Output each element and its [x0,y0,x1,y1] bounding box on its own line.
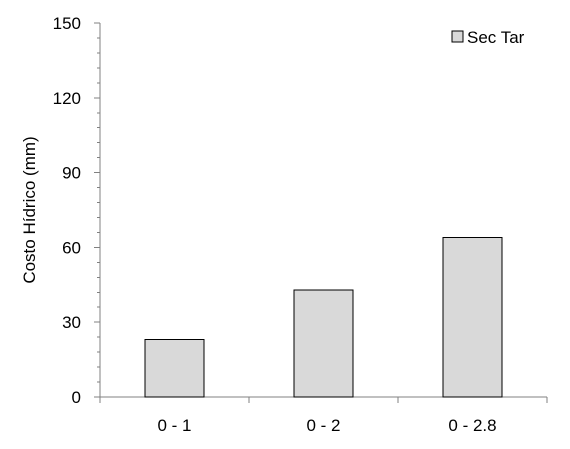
x-tick-label: 0 - 2 [306,416,340,435]
y-tick-labels: 0 30 60 90 120 150 [53,14,81,407]
x-tick-label: 0 - 2.8 [448,416,496,435]
legend-swatch [451,30,464,43]
y-axis-title: Costo Hídrico (mm) [20,136,39,283]
x-tick-label: 0 - 1 [157,416,191,435]
bar [293,289,354,398]
y-tick-label: 0 [72,388,81,407]
x-tick-labels: 0 - 1 0 - 2 0 - 2.8 [157,416,496,435]
bar [144,339,205,398]
y-tick-label: 30 [62,313,81,332]
legend-label: Sec Tar [467,28,525,47]
legend: Sec Tar [451,28,525,47]
bar [442,236,503,398]
y-tick-label: 60 [62,238,81,257]
y-tick-label: 150 [53,14,81,33]
bars [144,236,503,398]
y-tick-label: 90 [62,164,81,183]
y-tick-label: 120 [53,89,81,108]
